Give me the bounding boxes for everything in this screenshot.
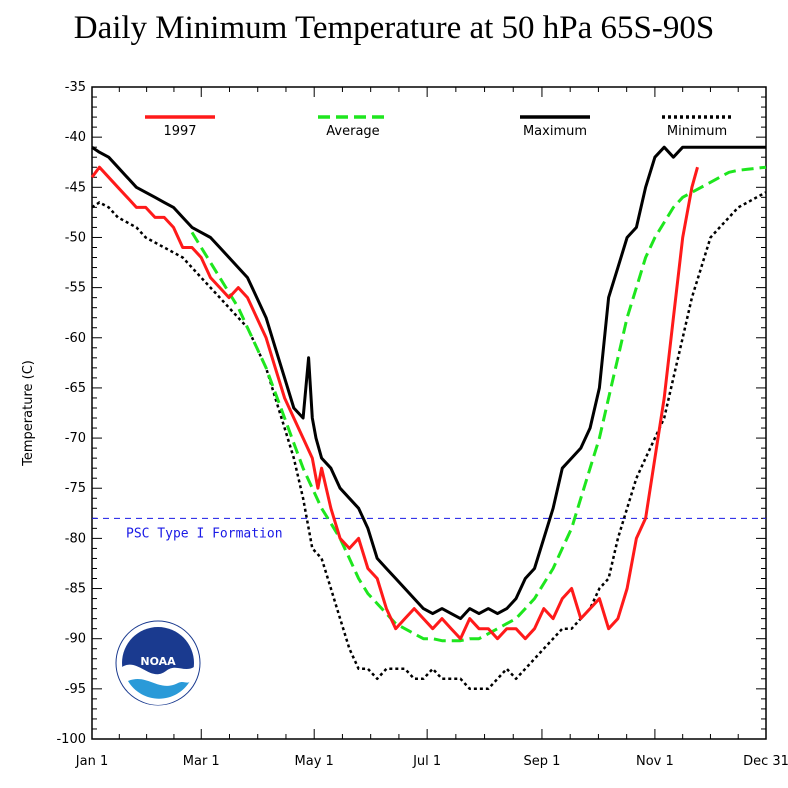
psc-reference-label: PSC Type I Formation (126, 526, 283, 541)
y-axis-label: Temperature (C) (21, 360, 36, 467)
y-tick-label: -95 (65, 682, 86, 697)
legend-label-1997: 1997 (163, 124, 196, 139)
x-tick-label: Sep 1 (523, 754, 560, 769)
x-tick-label: Dec 31 (743, 754, 788, 769)
y-tick-label: -85 (65, 582, 86, 597)
legend-label-average: Average (326, 124, 379, 139)
x-tick-label: Jan 1 (75, 754, 108, 769)
axis-ticks: -35 -40 -45 -50 -55 -60 -65 -70 -75 -80 -85 -90 -95 -… (56, 80, 788, 769)
legend-label-maximum: Maximum (523, 124, 587, 139)
y-tick-label: -80 (65, 531, 86, 546)
series-line-maximum (91, 145, 766, 621)
y-tick-label: -55 (65, 281, 86, 296)
legend: 1997 Average Maximum Minimum (145, 115, 732, 139)
y-tick-label: -90 (65, 632, 86, 647)
x-tick-label: Jul 1 (412, 754, 441, 769)
chart-title: Daily Minimum Temperature at 50 hPa 65S-… (73, 10, 715, 46)
y-tick-label: -100 (56, 732, 86, 747)
x-tick-label: Nov 1 (636, 754, 674, 769)
series-line-minimum (91, 191, 767, 691)
logo-text: NOAA (140, 655, 176, 668)
series-line-average (190, 165, 767, 643)
y-tick-label: -40 (65, 130, 86, 145)
plot-frame (91, 86, 767, 740)
series-group (90, 145, 767, 691)
y-tick-label: -60 (65, 331, 86, 346)
y-tick-label: -50 (65, 230, 86, 245)
y-tick-label: -75 (65, 481, 86, 496)
legend-label-minimum: Minimum (667, 124, 727, 139)
noaa-logo: NOAA (115, 620, 201, 706)
series-line-1997 (90, 165, 699, 641)
y-tick-label: -65 (65, 381, 86, 396)
y-tick-label: -70 (65, 431, 86, 446)
y-tick-label: -35 (65, 80, 86, 95)
reference-line-group: PSC Type I Formation (92, 517, 766, 541)
x-tick-label: Mar 1 (183, 754, 220, 769)
x-tick-label: May 1 (295, 754, 334, 769)
y-tick-label: -45 (65, 180, 86, 195)
